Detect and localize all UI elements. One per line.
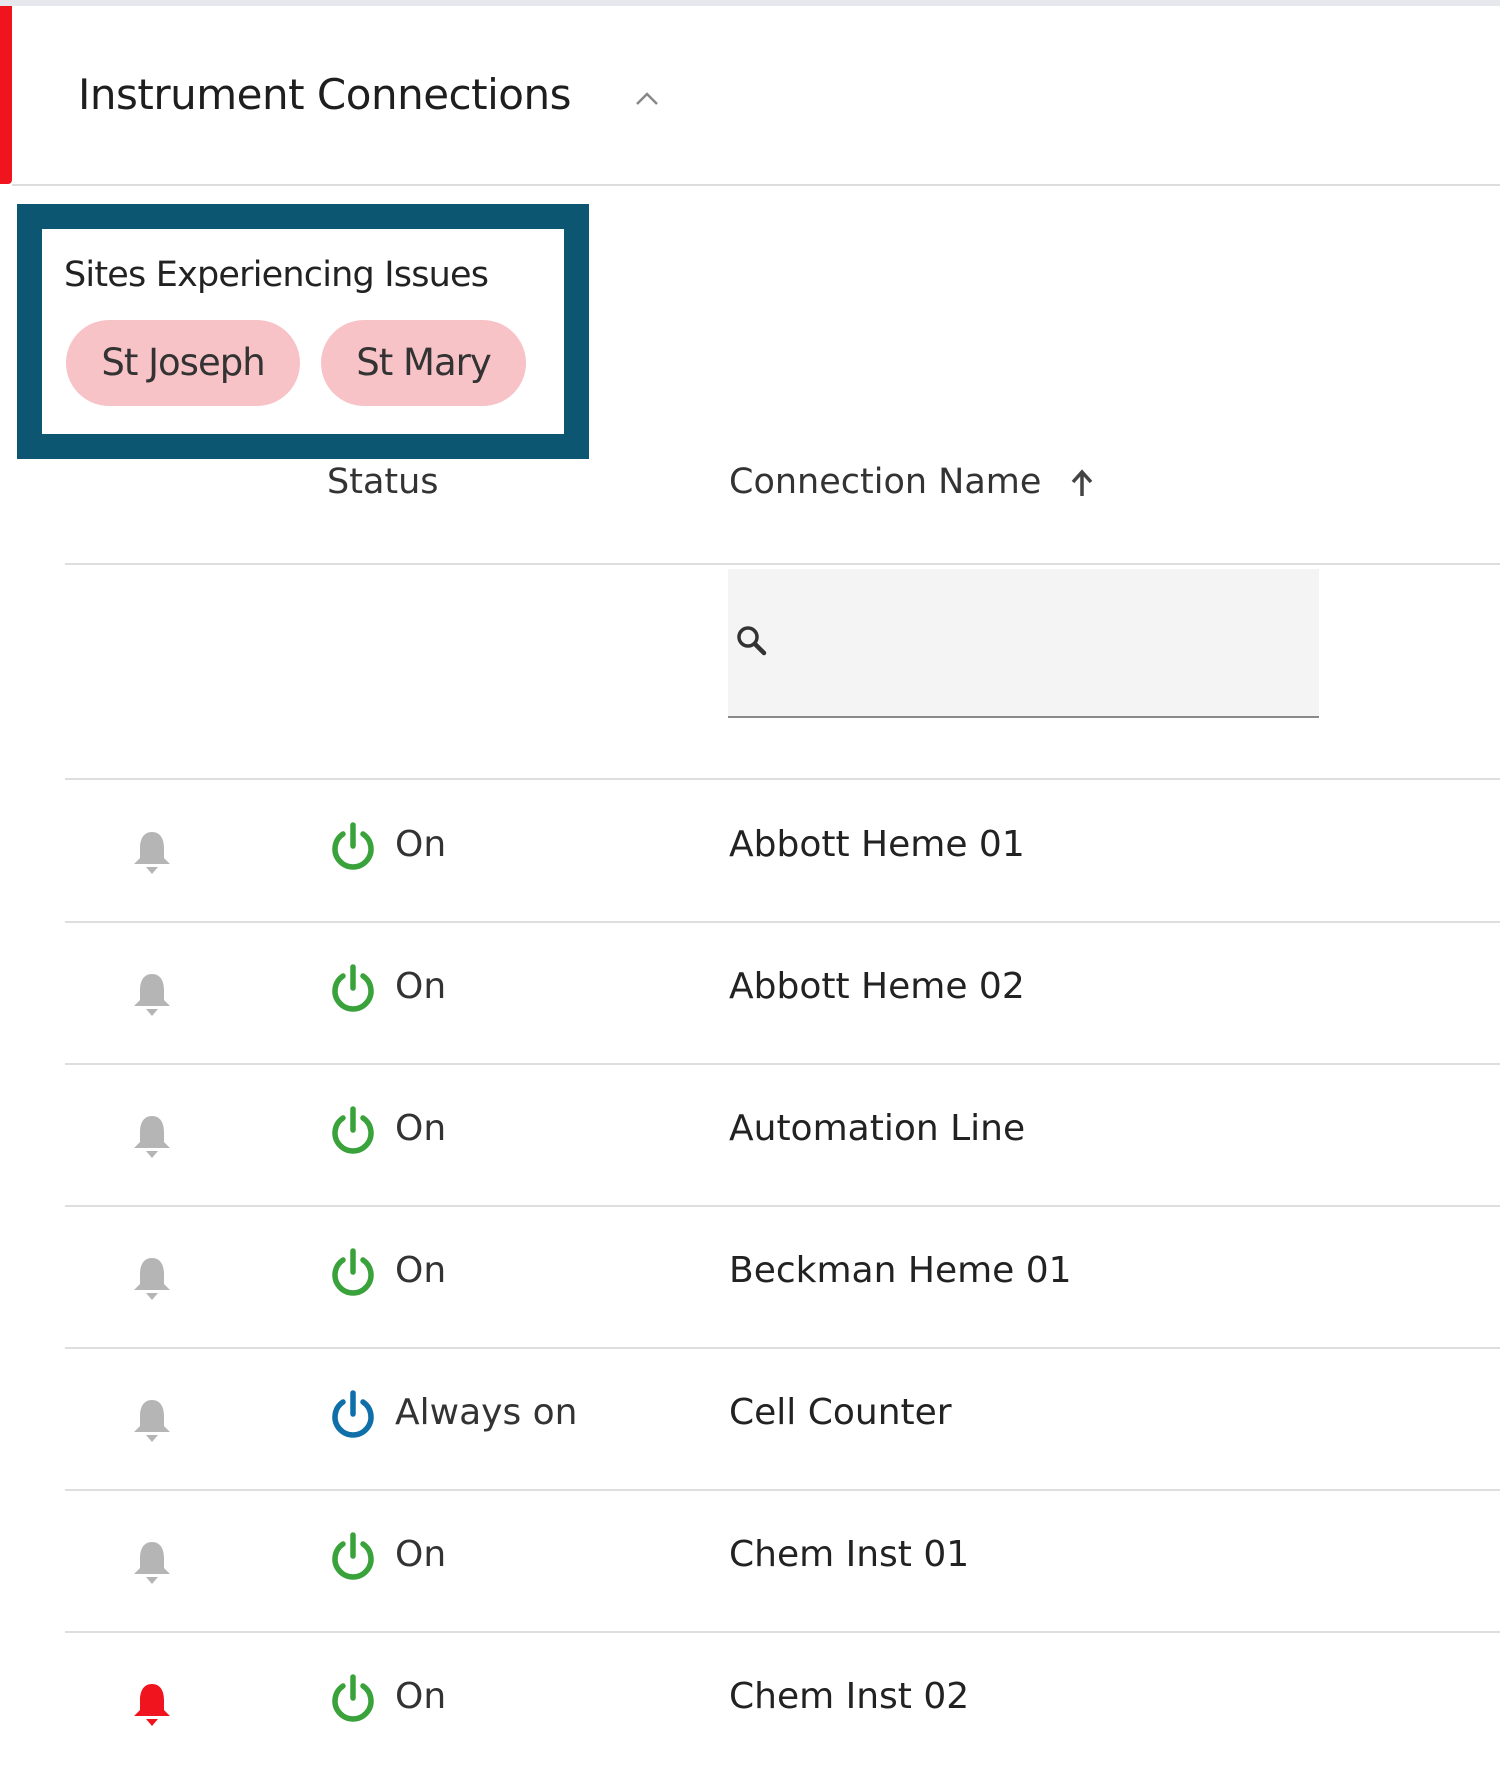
status-text: Always on	[395, 1392, 578, 1433]
filter-divider	[65, 778, 1500, 780]
bell-icon[interactable]	[130, 1396, 174, 1444]
bell-icon[interactable]	[130, 1112, 174, 1160]
section-title: Instrument Connections	[78, 70, 571, 119]
power-icon	[332, 1106, 374, 1154]
connection-name[interactable]: Chem Inst 01	[729, 1534, 970, 1575]
power-icon	[332, 1674, 374, 1722]
row-divider	[65, 1347, 1500, 1349]
section-divider	[12, 184, 1500, 186]
table-row[interactable]: On Automation Line	[0, 1064, 1500, 1206]
chevron-up-icon[interactable]	[632, 84, 662, 114]
table-row[interactable]: On Chem Inst 02	[0, 1632, 1500, 1774]
table-row[interactable]: On Abbott Heme 02	[0, 922, 1500, 1064]
section-accent-bar	[0, 6, 12, 184]
status-text: On	[395, 824, 447, 865]
power-icon	[332, 822, 374, 870]
connection-name[interactable]: Automation Line	[729, 1108, 1026, 1149]
power-icon	[332, 964, 374, 1012]
sites-experiencing-issues-panel: Sites Experiencing Issues St Joseph St M…	[17, 204, 589, 459]
header-divider	[65, 563, 1500, 565]
status-text: On	[395, 1534, 447, 1575]
row-divider	[65, 1631, 1500, 1633]
status-text: On	[395, 1108, 447, 1149]
bell-icon[interactable]	[130, 1254, 174, 1302]
connection-name-filter[interactable]	[728, 569, 1319, 718]
sort-ascending-icon[interactable]	[1069, 468, 1095, 498]
status-text: On	[395, 1676, 447, 1717]
site-chip[interactable]: St Joseph	[66, 320, 300, 406]
status-text: On	[395, 966, 447, 1007]
bell-icon[interactable]	[130, 828, 174, 876]
row-divider	[65, 1063, 1500, 1065]
power-icon	[332, 1248, 374, 1296]
power-icon	[332, 1390, 374, 1438]
table-row[interactable]: On Beckman Heme 01	[0, 1206, 1500, 1348]
connection-name[interactable]: Chem Inst 02	[729, 1676, 970, 1717]
top-strip	[0, 0, 1500, 6]
connection-name[interactable]: Beckman Heme 01	[729, 1250, 1072, 1291]
sites-issues-title: Sites Experiencing Issues	[64, 255, 489, 295]
connection-name-search-input[interactable]	[798, 569, 1302, 718]
row-divider	[65, 921, 1500, 923]
table-row[interactable]: On Abbott Heme 01	[0, 780, 1500, 922]
status-text: On	[395, 1250, 447, 1291]
column-header-label: Connection Name	[729, 462, 1042, 502]
table-row[interactable]: Always on Cell Counter	[0, 1348, 1500, 1490]
site-chip[interactable]: St Mary	[321, 320, 526, 406]
column-header-connection-name[interactable]: Connection Name	[729, 462, 1095, 502]
row-divider	[65, 1489, 1500, 1491]
bell-alert-icon[interactable]	[130, 1680, 174, 1728]
connection-name[interactable]: Abbott Heme 02	[729, 966, 1025, 1007]
bell-icon[interactable]	[130, 970, 174, 1018]
connection-name[interactable]: Abbott Heme 01	[729, 824, 1025, 865]
bell-icon[interactable]	[130, 1538, 174, 1586]
power-icon	[332, 1532, 374, 1580]
search-icon	[737, 626, 767, 656]
column-header-status[interactable]: Status	[327, 462, 439, 502]
table-row[interactable]: On Chem Inst 01	[0, 1490, 1500, 1632]
connection-name[interactable]: Cell Counter	[729, 1392, 952, 1433]
row-divider	[65, 1205, 1500, 1207]
